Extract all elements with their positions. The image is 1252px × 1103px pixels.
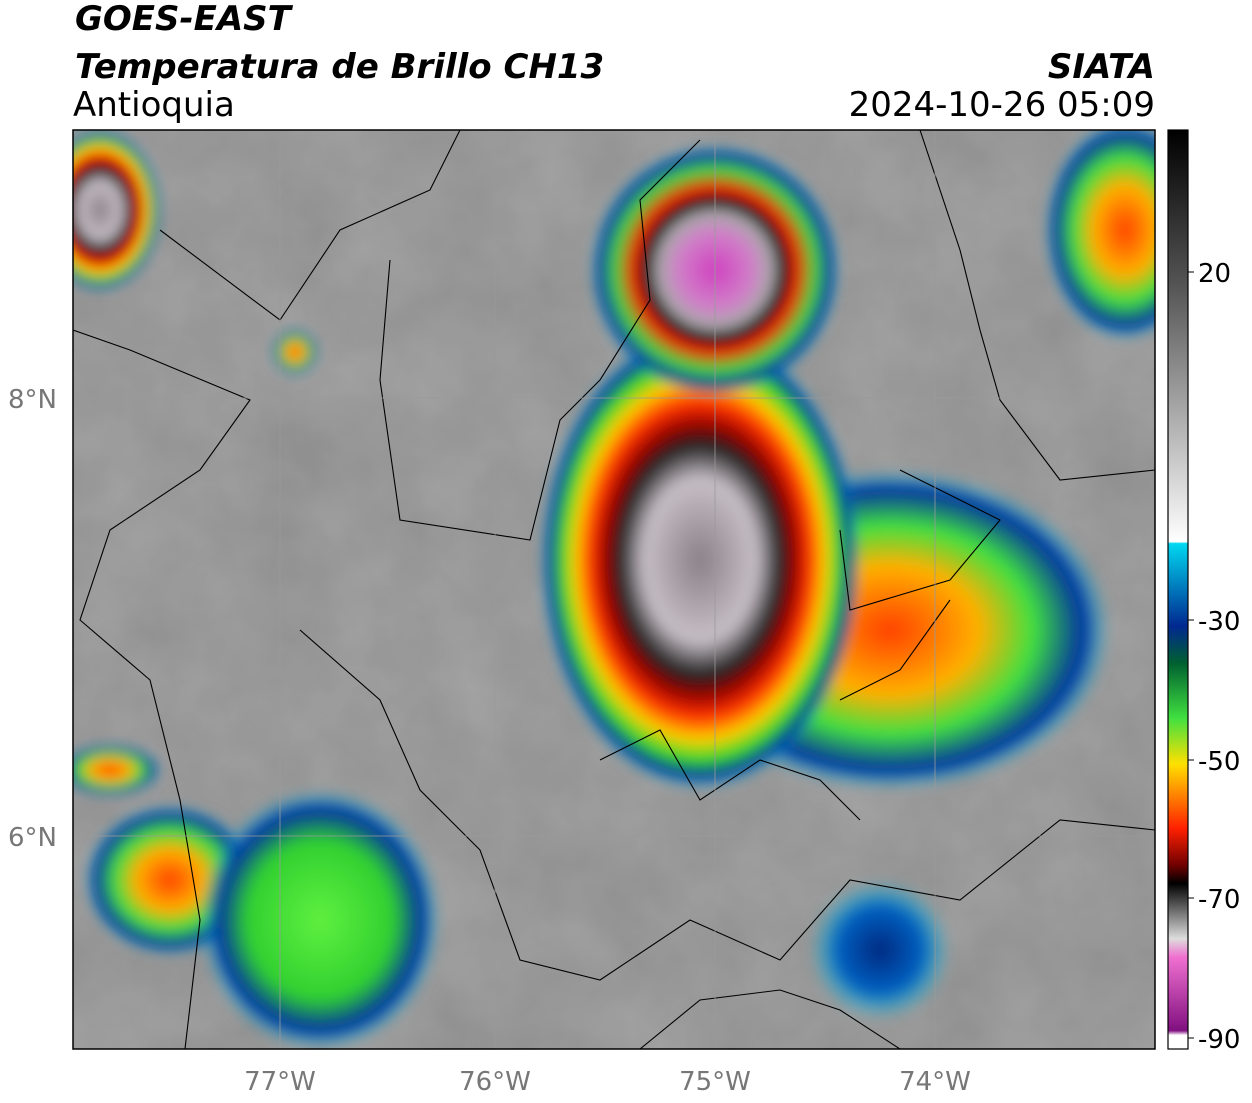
map bbox=[73, 130, 1155, 1049]
colorbar-label: -30 bbox=[1198, 607, 1240, 637]
map-frame bbox=[72, 129, 1156, 1050]
region: Antioquia bbox=[73, 85, 235, 125]
datetime: 2024-10-26 05:09 bbox=[849, 85, 1155, 125]
cloud-tops bbox=[73, 130, 1155, 1049]
lat-label: 6°N bbox=[8, 823, 57, 853]
lon-label: 77°W bbox=[244, 1067, 316, 1097]
colorbar-label: -90 bbox=[1198, 1025, 1240, 1055]
colorbar-label: 20 bbox=[1198, 259, 1231, 289]
lat-label: 8°N bbox=[8, 385, 57, 415]
borders bbox=[73, 130, 1155, 1049]
colorbar-label: -50 bbox=[1198, 747, 1240, 777]
colorbar-scale bbox=[1167, 129, 1189, 1050]
lon-label: 75°W bbox=[679, 1067, 751, 1097]
colorbar-label: -70 bbox=[1198, 885, 1240, 915]
subtitle: Temperatura de Brillo CH13 bbox=[75, 47, 604, 87]
lon-label: 74°W bbox=[899, 1067, 971, 1097]
colorbar: 20 -30 -50 -70 -90 bbox=[1167, 129, 1240, 1055]
title: GOES-EAST bbox=[75, 0, 294, 39]
source: SIATA bbox=[1048, 47, 1155, 87]
lon-label: 76°W bbox=[459, 1067, 531, 1097]
graticule bbox=[73, 130, 1155, 1049]
